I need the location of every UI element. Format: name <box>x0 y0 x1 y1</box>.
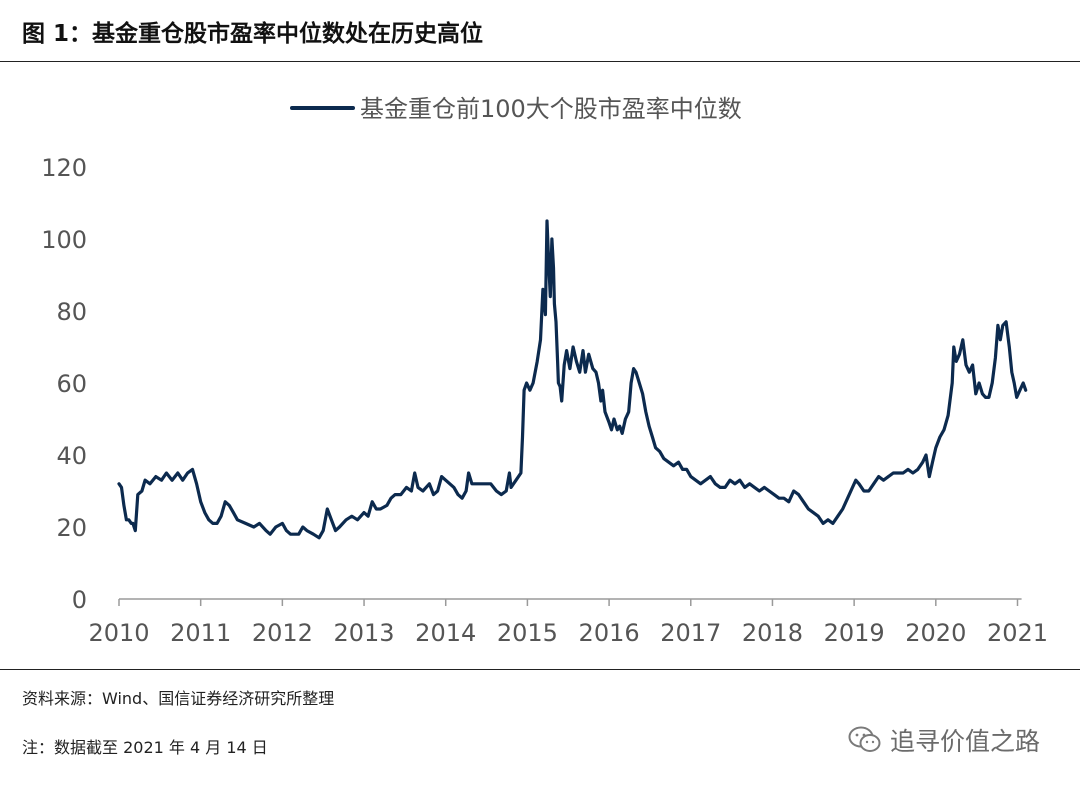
x-tick-label: 2019 <box>824 619 885 647</box>
x-tick-label: 2015 <box>497 619 558 647</box>
top-rule <box>0 61 1080 62</box>
y-axis: 0 20 40 60 80 100 120 <box>41 154 87 614</box>
y-tick-label: 60 <box>56 370 87 398</box>
figure-title: 图 1：基金重仓股市盈率中位数处在历史高位 <box>22 21 484 47</box>
legend: 基金重仓前100大个股市盈率中位数 <box>290 95 742 123</box>
series-line <box>117 219 1028 540</box>
x-tick-label: 2017 <box>660 619 721 647</box>
watermark-text: 追寻价值之路 <box>890 727 1041 756</box>
x-tick-label: 2011 <box>170 619 231 647</box>
x-tick-label: 2010 <box>88 619 149 647</box>
x-tick-label: 2020 <box>905 619 966 647</box>
bottom-rule <box>0 669 1080 670</box>
date-note: 注：数据截至 2021 年 4 月 14 日 <box>22 738 268 757</box>
y-tick-label: 20 <box>56 514 87 542</box>
y-tick-label: 80 <box>56 298 87 326</box>
y-tick-label: 0 <box>72 586 87 614</box>
x-tick-label: 2018 <box>742 619 803 647</box>
source-note: 资料来源：Wind、国信证券经济研究所整理 <box>22 689 335 708</box>
x-tick-label: 2012 <box>252 619 313 647</box>
wechat-icon <box>848 726 881 752</box>
watermark: 追寻价值之路 <box>848 722 1040 758</box>
y-tick-label: 100 <box>41 226 87 254</box>
x-tick-label: 2016 <box>579 619 640 647</box>
x-tick-label: 2014 <box>415 619 476 647</box>
x-tick-label: 2013 <box>334 619 395 647</box>
x-axis: 2010 2011 2012 2013 2014 2015 2016 2017 2018 2019… <box>88 598 1048 647</box>
y-tick-label: 120 <box>41 154 87 182</box>
y-tick-label: 40 <box>56 442 87 470</box>
legend-label: 基金重仓前100大个股市盈率中位数 <box>360 95 742 123</box>
x-tick-label: 2021 <box>987 619 1048 647</box>
